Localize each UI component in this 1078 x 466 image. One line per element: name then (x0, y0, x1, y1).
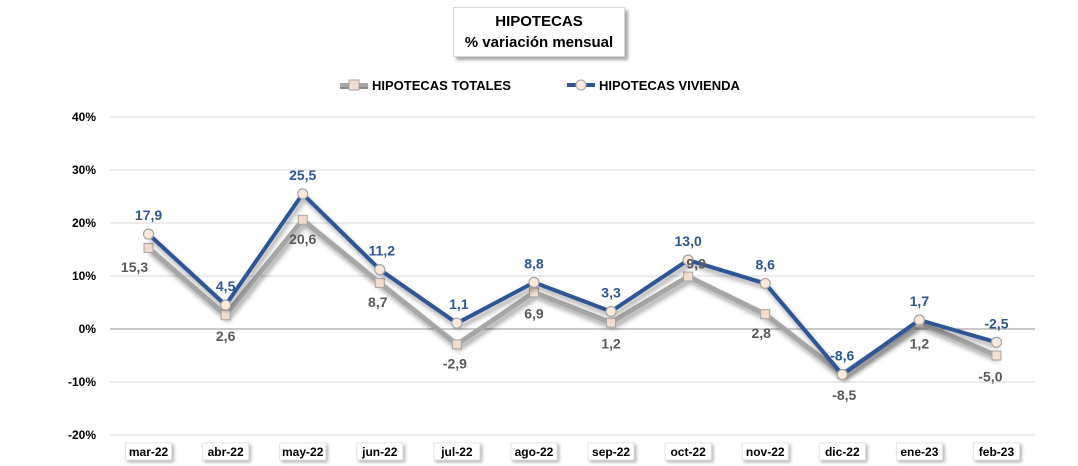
gridlines (110, 116, 1035, 436)
chart-title-line1: HIPOTECAS (495, 13, 583, 30)
marker-vivienda (374, 264, 386, 276)
x-tick-label: ago-22 (515, 445, 554, 459)
x-tick-box (433, 442, 481, 461)
y-tick-label: -10% (68, 375, 96, 389)
marker-totales (220, 310, 231, 321)
legend-item-vivienda: HIPOTECAS VIVIENDA (565, 72, 740, 98)
legend-label-totales: HIPOTECAS TOTALES (372, 77, 511, 93)
marker-totales (374, 277, 385, 288)
data-label-vivienda: 4,5 (216, 278, 236, 294)
x-tick-box (895, 442, 943, 461)
marker-vivienda (220, 299, 232, 311)
x-tick-label: dic-22 (825, 445, 860, 459)
x-tick-label: mar-22 (129, 445, 169, 459)
x-tick-box (356, 442, 404, 461)
x-tick-box (510, 442, 558, 461)
y-tick-label: 40% (72, 110, 96, 124)
data-label-vivienda: 1,1 (449, 296, 469, 312)
marker-vivienda (605, 305, 617, 318)
data-label-vivienda: -2,5 (984, 315, 1008, 331)
marker-vivienda (836, 368, 848, 381)
marker-totales (760, 309, 771, 320)
data-label-vivienda: 13,0 (675, 233, 702, 249)
chart-title: HIPOTECAS % variación mensual (453, 7, 625, 57)
y-axis: -20% -10% 0% 10% 20% 30% 40% (68, 110, 96, 442)
data-label-totales: -5,0 (978, 369, 1002, 385)
marker-totales (683, 271, 694, 282)
data-label-totales: 8,7 (368, 294, 388, 310)
marker-totales (991, 350, 1002, 361)
x-tick-label: abr-22 (208, 445, 244, 459)
data-label-totales: 2,6 (216, 328, 236, 344)
data-label-vivienda: 17,9 (135, 207, 162, 223)
legend-swatch-totales (340, 79, 368, 91)
marker-totales (297, 214, 308, 225)
x-tick-label: may-22 (282, 445, 324, 459)
data-label-totales: -2,9 (443, 355, 467, 371)
x-tick-label: nov-22 (746, 445, 785, 459)
x-tick-label: ene-23 (900, 445, 938, 459)
x-tick-box (587, 442, 635, 461)
legend-swatch-vivienda (567, 79, 595, 91)
y-tick-label: 10% (72, 269, 96, 283)
data-label-totales: 1,2 (601, 336, 621, 352)
x-tick-box (664, 442, 712, 461)
x-tick-label: sep-22 (592, 445, 630, 459)
x-tick-box (818, 442, 866, 461)
data-label-totales: 2,8 (751, 325, 771, 341)
data-label-vivienda: -8,6 (830, 348, 854, 364)
x-tick-box (202, 442, 250, 461)
marker-totales (528, 287, 539, 298)
chart-title-line2: % variación mensual (464, 34, 614, 51)
data-labels: 15,3 2,6 20,6 8,7 -2,9 6,9 1,2 9,9 2,8 -8,5 1,2 -5,… (121, 167, 1009, 403)
data-label-totales: -8,5 (832, 387, 856, 403)
marker-vivienda (528, 276, 540, 288)
data-label-totales: 1,2 (910, 336, 930, 352)
legend-item-totales: HIPOTECAS TOTALES (338, 72, 511, 98)
x-tick-label: oct-22 (670, 445, 706, 459)
x-tick-box (279, 442, 327, 461)
data-label-vivienda: 1,7 (910, 293, 930, 309)
data-label-totales: 9,9 (686, 256, 706, 272)
x-tick-label: feb-23 (979, 445, 1015, 459)
y-tick-label: 20% (72, 216, 96, 230)
series (142, 188, 1003, 381)
marker-vivienda (759, 277, 771, 290)
data-label-totales: 15,3 (121, 259, 148, 275)
x-axis: mar-22 abr-22 may-22 jun-22 jul-22 ago-22 sep-… (125, 442, 1020, 461)
x-tick-box (973, 442, 1020, 461)
y-tick-label: 30% (72, 163, 96, 177)
marker-vivienda (451, 317, 463, 329)
data-label-vivienda: 8,6 (755, 256, 775, 272)
data-label-totales: 6,9 (524, 305, 544, 321)
data-label-vivienda: 25,5 (289, 167, 316, 183)
data-label-vivienda: 8,8 (524, 255, 544, 271)
marker-vivienda (297, 188, 309, 200)
x-tick-box (125, 442, 172, 461)
marker-totales (606, 317, 617, 328)
marker-vivienda (990, 336, 1003, 348)
legend-label-vivienda: HIPOTECAS VIVIENDA (599, 77, 740, 93)
marker-totales (143, 242, 154, 253)
data-label-vivienda: 11,2 (369, 243, 396, 259)
x-tick-label: jul-22 (440, 445, 473, 459)
series-line-vivienda (147, 191, 998, 377)
y-tick-label: 0% (79, 322, 97, 336)
x-tick-label: jun-22 (361, 445, 398, 459)
marker-vivienda (682, 254, 694, 266)
marker-vivienda (142, 228, 155, 240)
data-label-vivienda: 3,3 (601, 285, 621, 301)
x-tick-box (741, 442, 789, 461)
y-tick-label: -20% (68, 428, 96, 442)
data-label-totales: 20,6 (289, 231, 316, 247)
marker-totales (451, 339, 462, 350)
marker-vivienda (913, 314, 925, 326)
chart-legend: HIPOTECAS TOTALES HIPOTECAS VIVIENDA (0, 72, 1078, 98)
